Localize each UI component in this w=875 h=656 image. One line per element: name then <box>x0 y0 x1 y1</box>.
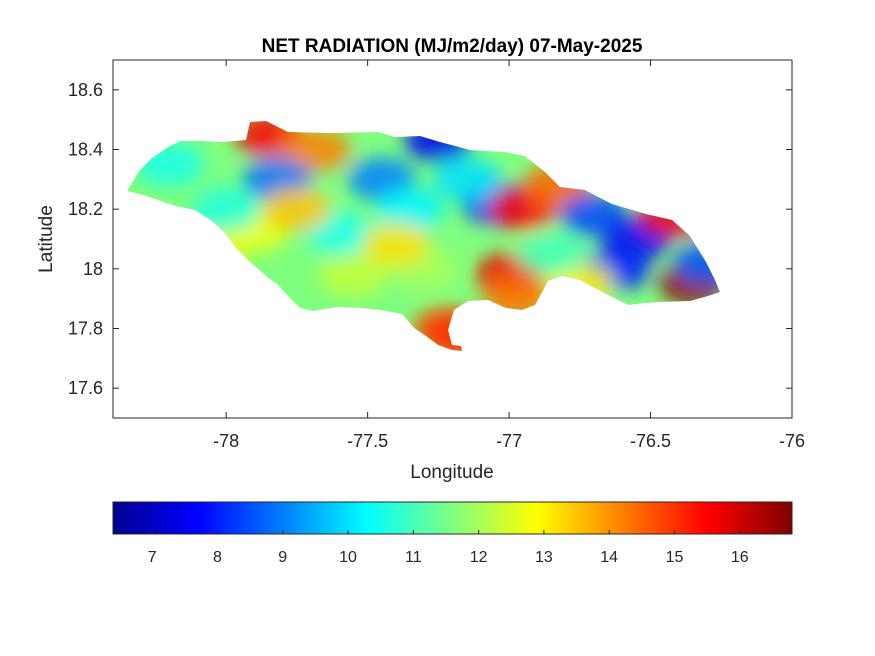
y-axis-ticks: 17.6 17.8 18 18.2 18.4 18.6 <box>68 80 792 398</box>
colorbar <box>112 501 793 535</box>
x-axis-label: Longitude <box>410 462 493 483</box>
x-tick-label: -78 <box>213 431 239 451</box>
colorbar-tick-label: 11 <box>405 549 422 566</box>
y-tick-label: 18.6 <box>68 80 103 100</box>
x-tick-label: -76.5 <box>630 431 671 451</box>
y-axis-label: Latitude <box>36 205 57 273</box>
colorbar-tick-label: 14 <box>600 549 618 566</box>
colorbar-tick-label: 9 <box>278 549 287 566</box>
colorbar-ticks: 7 8 9 10 11 12 13 14 15 16 <box>148 530 749 566</box>
y-tick-label: 17.8 <box>68 319 103 339</box>
x-axis-ticks: -78 -77.5 -77 -76.5 -76 <box>213 60 805 451</box>
colorbar-tick-label: 7 <box>148 549 157 566</box>
heatmap-blobs <box>135 121 720 351</box>
heat-cell-1 <box>282 127 351 172</box>
heatmap-field <box>127 121 720 351</box>
x-tick-label: -77 <box>496 431 522 451</box>
heat-cell-28 <box>517 231 586 276</box>
colorbar-tick-label: 10 <box>339 549 357 566</box>
x-tick-label: -77.5 <box>347 431 388 451</box>
colorbar-tick-label: 13 <box>535 549 553 566</box>
y-tick-label: 18.2 <box>68 199 103 219</box>
colorbar-tick-label: 16 <box>731 549 749 566</box>
colorbar-tick-label: 12 <box>470 549 488 566</box>
y-tick-label: 18.4 <box>68 140 103 160</box>
y-tick-label: 18 <box>83 259 103 279</box>
chart-title: NET RADIATION (MJ/m2/day) 07-May-2025 <box>262 36 643 57</box>
x-tick-label: -76 <box>779 431 805 451</box>
colorbar-tick-label: 8 <box>213 549 222 566</box>
y-tick-label: 17.6 <box>68 378 103 398</box>
heat-cell-30 <box>361 222 430 267</box>
heat-cell-29 <box>262 187 331 232</box>
heat-cell-27 <box>432 157 501 202</box>
heat-cell-16 <box>319 252 388 297</box>
heat-cell-26 <box>376 187 445 232</box>
colorbar-tick-label: 15 <box>666 549 684 566</box>
